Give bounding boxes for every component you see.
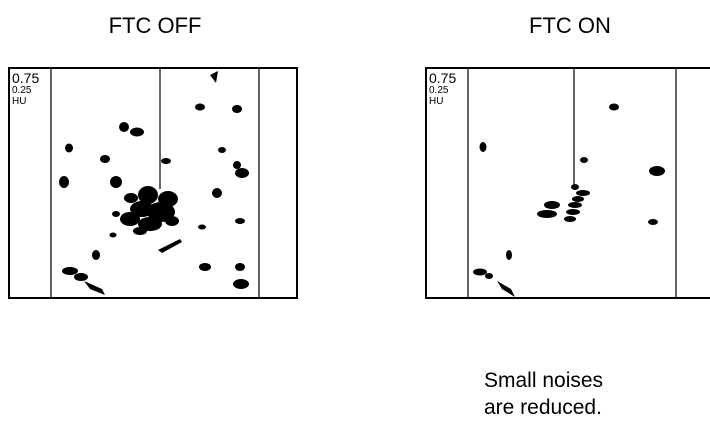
echo-target <box>84 281 105 295</box>
echo-target <box>235 218 245 224</box>
range-scale-value: 0.75 <box>429 70 457 86</box>
note-line-1: Small noises <box>484 369 604 392</box>
echo-target <box>138 186 158 204</box>
echo-target <box>233 279 249 289</box>
echo-target <box>59 176 69 188</box>
echo-target <box>235 168 249 178</box>
ftc-off-display: 0.75 0.25 HU <box>8 67 298 299</box>
echo-target <box>138 217 162 231</box>
heading-mode: HU <box>12 96 27 107</box>
echo-targets <box>59 71 249 295</box>
echo-target <box>649 166 665 176</box>
echo-target <box>479 142 487 152</box>
echo-target <box>609 103 619 111</box>
echo-target <box>506 250 512 260</box>
echo-target <box>576 190 590 196</box>
echo-target <box>112 211 120 217</box>
note-line-2: are reduced. <box>484 396 602 419</box>
ftc-on-title: FTC ON <box>529 13 611 38</box>
echo-target <box>497 281 515 297</box>
range-ring-interval: 0.25 <box>12 85 32 96</box>
echo-target <box>133 227 147 235</box>
echo-target <box>120 212 140 226</box>
echo-target <box>233 161 241 169</box>
echo-target <box>212 188 222 198</box>
echo-target <box>648 219 658 225</box>
echo-target <box>161 158 171 164</box>
echo-target <box>65 143 73 153</box>
echo-target <box>568 202 582 208</box>
echo-target <box>485 273 493 279</box>
echo-target <box>210 71 218 83</box>
echo-target <box>158 239 182 253</box>
echo-targets <box>473 103 665 297</box>
ftc-on-echo-area <box>467 69 677 297</box>
echo-target <box>165 216 179 226</box>
range-scale-readout: 0.75 0.25 HU <box>12 71 39 107</box>
range-ring-interval: 0.25 <box>429 85 449 96</box>
ftc-effect-note: Small noises are reduced. <box>484 367 603 421</box>
echo-target <box>62 267 78 275</box>
ftc-on-display: 0.75 0.25 HU <box>425 67 710 299</box>
echo-target <box>566 209 580 215</box>
echo-target <box>544 201 560 209</box>
echo-target <box>571 184 579 190</box>
echo-target <box>198 224 206 230</box>
heading-mode: HU <box>429 96 444 107</box>
echo-target <box>195 103 205 111</box>
range-scale-readout: 0.75 0.25 HU <box>429 71 456 107</box>
echo-target <box>199 263 211 271</box>
echo-target <box>100 155 110 163</box>
echo-target <box>119 122 129 132</box>
echo-target <box>580 157 588 163</box>
echo-target <box>74 273 88 281</box>
ftc-off-echo-area <box>50 69 260 297</box>
echo-target <box>110 176 122 188</box>
echo-target <box>232 105 242 113</box>
echo-target <box>572 196 584 202</box>
echo-target <box>124 193 138 203</box>
echo-target <box>235 263 245 271</box>
ftc-off-title: FTC OFF <box>108 13 202 38</box>
echo-target <box>473 268 487 276</box>
echo-target <box>564 216 576 222</box>
range-scale-value: 0.75 <box>12 70 40 86</box>
echo-target <box>92 250 100 260</box>
echo-target <box>109 232 117 238</box>
echo-target <box>130 127 144 137</box>
echo-target <box>218 147 226 153</box>
echo-target <box>537 210 557 218</box>
